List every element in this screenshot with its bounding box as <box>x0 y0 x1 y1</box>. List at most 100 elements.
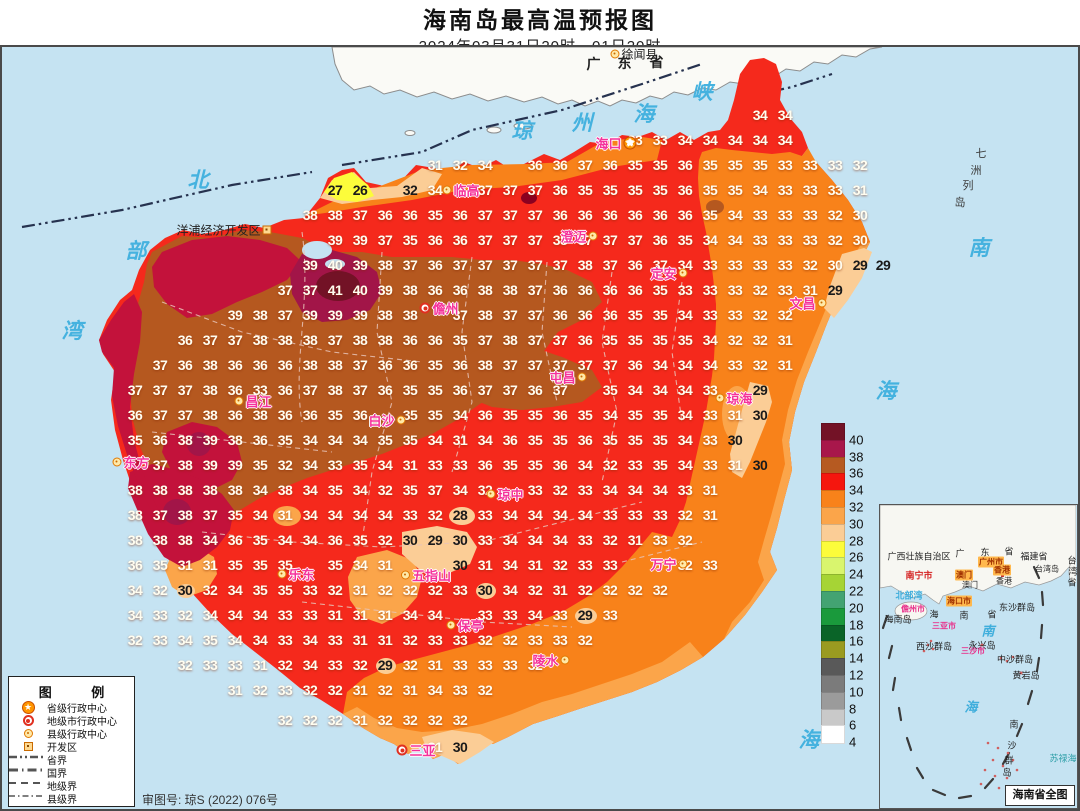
temp-value: 36 <box>602 157 618 173</box>
city-name: 屯昌 <box>549 370 576 386</box>
temp-value: 31 <box>227 682 243 698</box>
temp-value: 34 <box>702 132 718 148</box>
temp-value: 37 <box>527 257 543 273</box>
cnt-icon <box>234 396 244 406</box>
temp-value: 33 <box>277 682 293 698</box>
temp-value: 33 <box>602 607 618 623</box>
temp-value: 36 <box>577 207 593 223</box>
temp-value: 34 <box>552 532 568 548</box>
temp-value: 35 <box>652 282 668 298</box>
temp-value: 34 <box>377 507 393 523</box>
temp-value: 38 <box>552 232 568 248</box>
temp-value: 32 <box>427 507 443 523</box>
temp-value: 32 <box>427 712 443 728</box>
temp-value: 34 <box>227 607 243 623</box>
temp-value: 35 <box>652 407 668 423</box>
city-label: 海口 ★ <box>595 134 637 153</box>
temp-value: 35 <box>277 432 293 448</box>
sea-label: 海 <box>633 102 655 126</box>
temp-value: 34 <box>502 557 518 573</box>
temp-value: 38 <box>127 482 143 498</box>
city-name: 琼中 <box>497 487 524 503</box>
temp-value: 38 <box>177 457 193 473</box>
cap-legend-icon: ★ <box>9 701 47 714</box>
temp-value: 31 <box>702 507 718 523</box>
cnt-icon <box>400 570 410 580</box>
inset-label: 苏禄海 <box>1049 753 1077 764</box>
temp-value: 34 <box>302 532 318 548</box>
city-name: 乐东 <box>288 567 315 583</box>
colorbar-tick: 24 <box>849 566 864 582</box>
temp-value: 33 <box>702 307 718 323</box>
page-title: 海南岛最高温预报图 <box>423 8 657 33</box>
temp-value: 31 <box>352 682 368 698</box>
city-label: 五指山 <box>400 566 452 585</box>
temp-value: 32 <box>727 332 743 348</box>
temp-value: 36 <box>552 307 568 323</box>
temp-value: 36 <box>577 307 593 323</box>
sea-label: 海 <box>875 379 897 403</box>
colorbar-tick: 20 <box>849 600 864 616</box>
temp-value: 37 <box>527 207 543 223</box>
temp-value: 34 <box>602 407 618 423</box>
temp-value: 33 <box>702 257 718 273</box>
temp-value: 37 <box>502 257 518 273</box>
inset-label: 沙 <box>1007 740 1017 751</box>
temp-value: 37 <box>502 232 518 248</box>
temp-value: 38 <box>302 207 318 223</box>
temp-value: 32 <box>677 532 693 548</box>
city-name: 东方 <box>123 455 150 471</box>
temp-value: 33 <box>702 457 718 473</box>
temp-value: 33 <box>602 557 618 573</box>
temp-value: 37 <box>427 482 443 498</box>
temp-value: 31 <box>177 557 193 573</box>
temp-value: 32 <box>627 582 643 598</box>
temp-value: 36 <box>452 282 468 298</box>
temp-value: 32 <box>827 207 843 223</box>
temp-value: 30 <box>452 557 468 573</box>
colorbar-tick: 28 <box>849 533 864 549</box>
temp-value: 38 <box>477 307 493 323</box>
temp-value: 37 <box>352 357 368 373</box>
temp-value: 35 <box>402 232 418 248</box>
temp-value: 37 <box>527 282 543 298</box>
inset-label: 广州市 <box>978 556 1004 568</box>
temp-value: 38 <box>377 257 393 273</box>
temp-value: 37 <box>602 257 618 273</box>
temp-value: 35 <box>727 157 743 173</box>
temp-value: 35 <box>427 357 443 373</box>
temp-value: 34 <box>252 607 268 623</box>
temp-value: 34 <box>702 357 718 373</box>
temp-value: 38 <box>352 332 368 348</box>
temp-value: 33 <box>527 482 543 498</box>
temp-value: 35 <box>602 182 618 198</box>
temp-value: 38 <box>402 307 418 323</box>
temp-value: 36 <box>552 207 568 223</box>
temp-value: 33 <box>302 582 318 598</box>
temp-value: 32 <box>677 507 693 523</box>
temp-value: 36 <box>177 357 193 373</box>
cnt-icon <box>577 372 587 382</box>
city-label: 定安 <box>650 264 688 283</box>
temp-value: 31 <box>777 357 793 373</box>
temp-value: 36 <box>227 382 243 398</box>
temp-value: 33 <box>577 482 593 498</box>
temp-value: 35 <box>277 557 293 573</box>
temp-value: 37 <box>502 182 518 198</box>
temp-value: 37 <box>152 507 168 523</box>
temp-value: 30 <box>452 532 468 548</box>
city-name: 五指山 <box>411 568 452 584</box>
temp-value: 38 <box>152 482 168 498</box>
temp-value: 37 <box>502 382 518 398</box>
temp-value: 36 <box>627 282 643 298</box>
temp-value: 31 <box>327 607 343 623</box>
temp-value: 32 <box>752 307 768 323</box>
temp-value: 31 <box>377 557 393 573</box>
temp-value: 32 <box>402 712 418 728</box>
legend-item-label: 开发区 <box>47 743 77 754</box>
inset-label: 群 <box>1004 755 1014 766</box>
temp-value: 36 <box>477 407 493 423</box>
temp-value: 38 <box>302 357 318 373</box>
temp-value: 37 <box>152 407 168 423</box>
temp-value: 32 <box>402 182 418 198</box>
